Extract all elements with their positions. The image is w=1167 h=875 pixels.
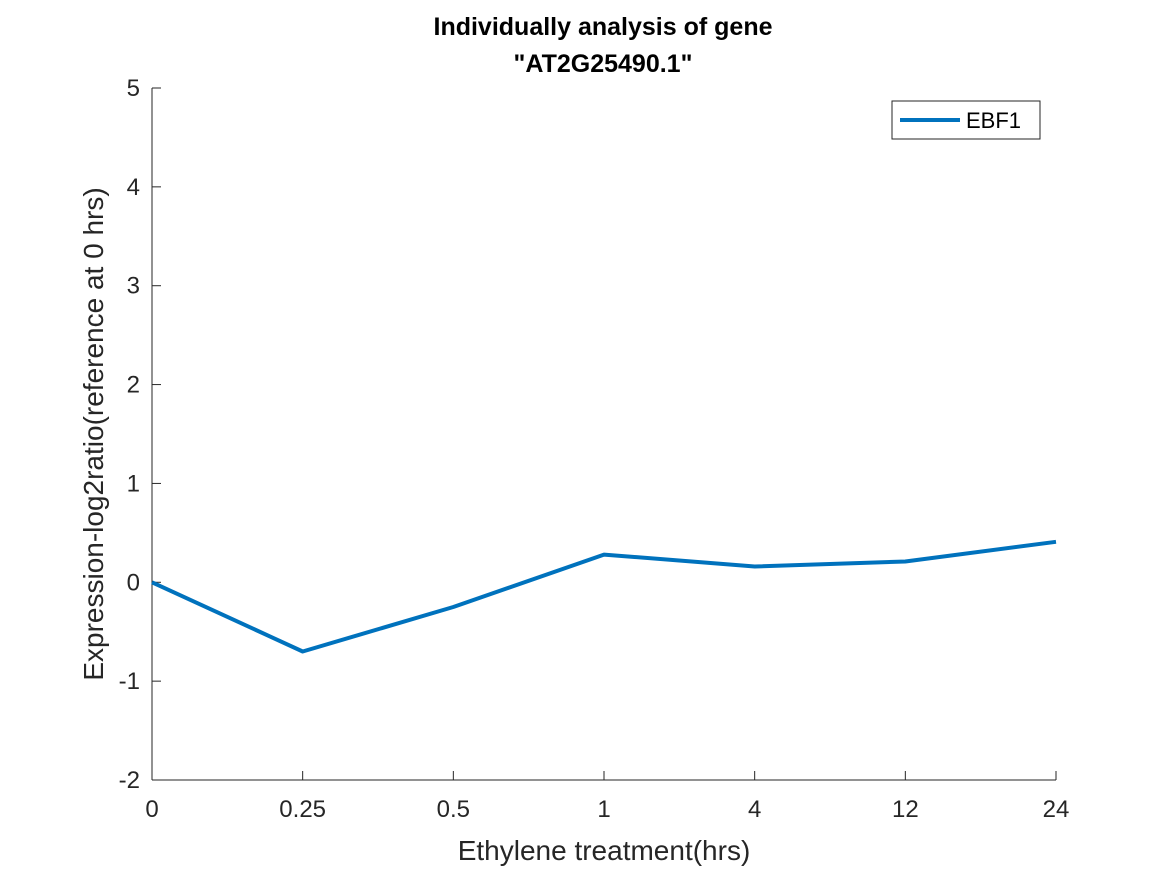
series-line-ebf1 [151,539,1057,654]
x-tick-label: 0.5 [437,796,470,823]
x-tick-label: 0.25 [279,796,326,823]
y-tick-label: -2 [119,767,140,794]
x-tick-label: 4 [748,796,761,823]
x-tick-label: 24 [1043,796,1070,823]
y-tick-label: -1 [119,668,140,695]
chart-title-line-1: Individually analysis of gene [434,13,773,41]
y-axis-label: Expression-log2ratio(reference at 0 hrs) [78,187,109,680]
y-tick-label: 5 [127,75,140,102]
chart-title-line-2: "AT2G25490.1" [514,50,693,78]
y-tick-label: 0 [127,569,140,596]
y-tick-label: 1 [127,470,140,497]
x-tick-label: 12 [892,796,919,823]
y-tick-label: 2 [127,372,140,399]
x-tick-label: 0 [145,796,158,823]
x-axis-label: Ethylene treatment(hrs) [458,835,751,866]
legend-label: EBF1 [966,108,1021,133]
legend: EBF1 [891,100,1041,140]
y-tick-label: 3 [127,273,140,300]
y-tick-label: 4 [127,174,140,201]
x-tick-label: 1 [597,796,610,823]
